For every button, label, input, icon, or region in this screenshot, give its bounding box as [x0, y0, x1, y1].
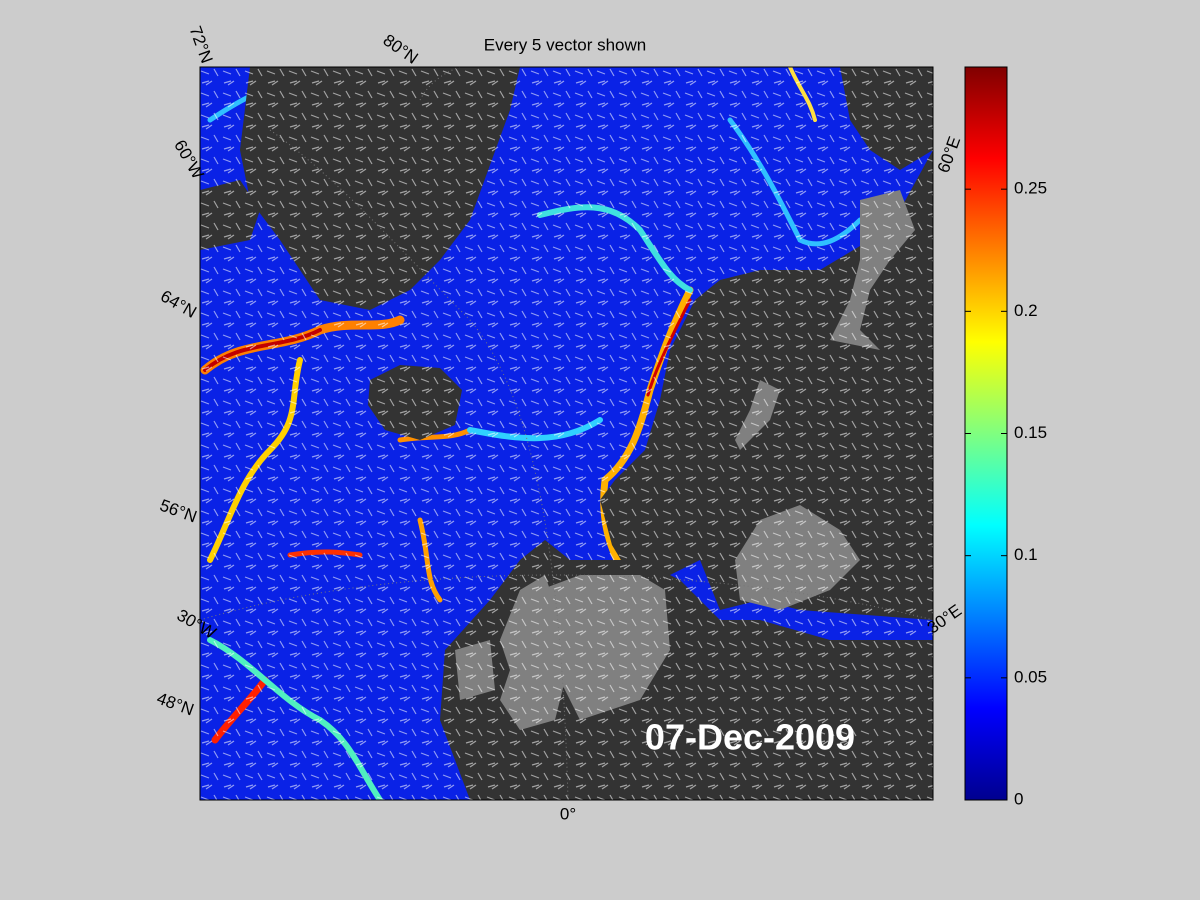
- vectors: [200, 67, 933, 800]
- grid-label: 60°E: [934, 134, 965, 175]
- colorbar-tick-label: 0.05: [1014, 667, 1047, 686]
- map-title: Every 5 vector shown: [484, 35, 647, 54]
- date-label: 07-Dec-2009: [645, 717, 855, 758]
- map-frame: [199, 66, 934, 801]
- grid-label: 0°: [560, 804, 576, 823]
- grid-label: 72°N: [186, 24, 217, 66]
- grid-label: 80°N: [380, 30, 422, 67]
- grid-label: 48°N: [154, 689, 196, 720]
- colorbar-tick-label: 0: [1014, 789, 1023, 808]
- colorbar-tick-label: 0.2: [1014, 301, 1038, 320]
- grid-label: 64°N: [157, 286, 199, 321]
- grid-label: 56°N: [157, 496, 199, 527]
- colorbar-tick-label: 0.1: [1014, 545, 1038, 564]
- colorbar-tick-label: 0.15: [1014, 423, 1047, 442]
- colorbar-tick-label: 0.25: [1014, 179, 1047, 198]
- colorbar: [964, 66, 1008, 801]
- map: 07-Dec-2009: [200, 67, 933, 800]
